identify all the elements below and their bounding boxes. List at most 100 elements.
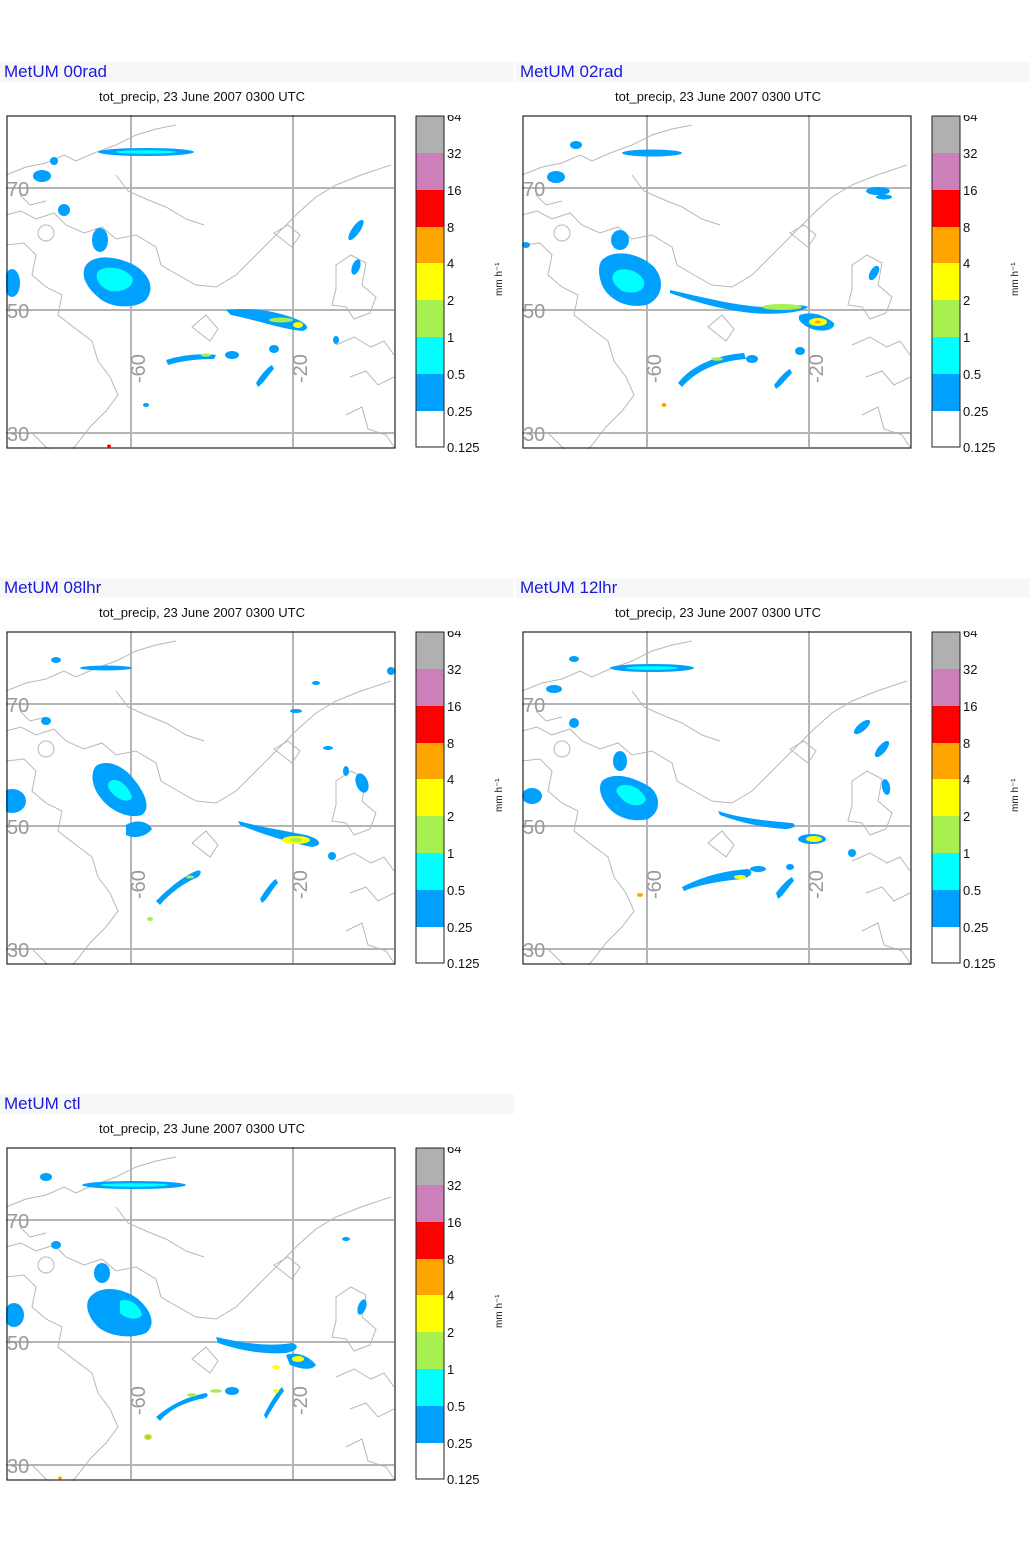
- precip-map: 70 50 30 -60 -20: [6, 631, 396, 965]
- precip-field: [6, 1173, 367, 1480]
- lat-label-50: 50: [7, 1333, 29, 1355]
- colorbar-tick-8: 8: [447, 1252, 454, 1267]
- colorbar-tick-16: 16: [447, 1215, 461, 1230]
- colorbar-tick-64: 64: [447, 1147, 461, 1156]
- colorbar-tick-16: 16: [447, 183, 461, 198]
- colorbar-tick-32: 32: [963, 146, 977, 161]
- precip-map: 70 50 30 -60 -20: [6, 1147, 396, 1481]
- panel-subtitle: tot_precip, 23 June 2007 0300 UTC: [99, 89, 305, 104]
- colorbar: 64 32 16 8 4 2 1 0.5 0.25 0.125: [415, 1147, 480, 1487]
- colorbar-tick-2: 2: [963, 293, 970, 308]
- colorbar-tick-2: 2: [447, 1325, 454, 1340]
- panel-header: [0, 1094, 514, 1114]
- colorbar-tick-64: 64: [963, 631, 977, 640]
- lat-label-50: 50: [7, 817, 29, 839]
- precip-map: 70 50 30 -60 -20: [522, 631, 912, 965]
- colorbar-tick-16: 16: [963, 183, 977, 198]
- colorbar-tick-16: 16: [447, 699, 461, 714]
- lon-label-60: -60: [128, 870, 150, 899]
- colorbar-tick-4: 4: [963, 772, 970, 787]
- colorbar-tick-0.5: 0.5: [447, 883, 465, 898]
- panel-subtitle: tot_precip, 23 June 2007 0300 UTC: [615, 89, 821, 104]
- colorbar-unit: mm h⁻¹: [494, 778, 505, 812]
- colorbar: 64 32 16 8 4 2 1 0.5 0.25 0.125: [931, 115, 996, 455]
- lon-label-60: -60: [128, 1386, 150, 1415]
- colorbar-unit-label: mm h⁻¹: [494, 778, 505, 812]
- lat-label-30: 30: [7, 1456, 29, 1478]
- colorbar-tick-4: 4: [963, 256, 970, 271]
- colorbar-tick-0.125: 0.125: [447, 956, 480, 971]
- colorbar-tick-32: 32: [447, 662, 461, 677]
- lon-label-60: -60: [644, 870, 666, 899]
- colorbar-tick-0.5: 0.5: [963, 367, 981, 382]
- colorbar-tick-0.125: 0.125: [447, 1472, 480, 1487]
- panel-header: [0, 62, 514, 82]
- lat-label-70: 70: [7, 1211, 29, 1233]
- colorbar-tick-0.25: 0.25: [963, 920, 988, 935]
- panel-title: MetUM ctl: [4, 1094, 81, 1113]
- colorbar-unit-label: mm h⁻¹: [494, 1294, 505, 1328]
- colorbar-unit: mm h⁻¹: [494, 1294, 505, 1328]
- lat-label-30: 30: [7, 940, 29, 962]
- colorbar-tick-8: 8: [447, 220, 454, 235]
- lat-label-70: 70: [523, 695, 545, 717]
- colorbar-tick-1: 1: [963, 330, 970, 345]
- panel-subtitle: tot_precip, 23 June 2007 0300 UTC: [99, 605, 305, 620]
- colorbar-tick-2: 2: [963, 809, 970, 824]
- panel-title: MetUM 12lhr: [520, 578, 618, 597]
- panel-title: MetUM 08lhr: [4, 578, 102, 597]
- colorbar-tick-2: 2: [447, 293, 454, 308]
- colorbar-tick-4: 4: [447, 772, 454, 787]
- colorbar-tick-16: 16: [963, 699, 977, 714]
- colorbar-tick-0.25: 0.25: [447, 404, 472, 419]
- colorbar-unit-label: mm h⁻¹: [494, 262, 505, 296]
- colorbar-unit: mm h⁻¹: [1010, 262, 1021, 296]
- colorbar-tick-0.25: 0.25: [447, 1436, 472, 1451]
- colorbar-tick-0.5: 0.5: [447, 367, 465, 382]
- colorbar-tick-0.25: 0.25: [963, 404, 988, 419]
- colorbar-tick-0.5: 0.5: [963, 883, 981, 898]
- colorbar-tick-32: 32: [447, 1178, 461, 1193]
- panel-header: [0, 578, 514, 598]
- colorbar-unit-label: mm h⁻¹: [1010, 262, 1021, 296]
- panel-subtitle: tot_precip, 23 June 2007 0300 UTC: [615, 605, 821, 620]
- lon-label-60: -60: [644, 354, 666, 383]
- panel-header: [516, 578, 1030, 598]
- panel-title: MetUM 00rad: [4, 62, 107, 81]
- colorbar-tick-0.5: 0.5: [447, 1399, 465, 1414]
- lon-label-20: -20: [806, 870, 828, 899]
- colorbar-tick-64: 64: [447, 631, 461, 640]
- lat-label-50: 50: [523, 301, 545, 323]
- colorbar-unit-label: mm h⁻¹: [1010, 778, 1021, 812]
- lat-label-50: 50: [7, 301, 29, 323]
- colorbar-tick-64: 64: [447, 115, 461, 124]
- lon-label-60: -60: [128, 354, 150, 383]
- colorbar-tick-0.125: 0.125: [963, 440, 996, 455]
- panel-header: [516, 62, 1030, 82]
- lat-label-70: 70: [523, 179, 545, 201]
- forecast-panel-ctl: MetUM ctl tot_precip, 23 June 2007 0300 …: [0, 1094, 514, 1554]
- precip-field: [522, 656, 891, 899]
- colorbar: 64 32 16 8 4 2 1 0.5 0.25 0.125: [415, 115, 480, 455]
- colorbar-unit: mm h⁻¹: [1010, 778, 1021, 812]
- colorbar-tick-8: 8: [963, 736, 970, 751]
- colorbar-tick-0.125: 0.125: [963, 956, 996, 971]
- precip-field: [6, 148, 364, 448]
- colorbar-tick-4: 4: [447, 256, 454, 271]
- colorbar-tick-64: 64: [963, 115, 977, 124]
- lon-label-20: -20: [290, 354, 312, 383]
- colorbar-tick-1: 1: [963, 846, 970, 861]
- colorbar: 64 32 16 8 4 2 1 0.5 0.25 0.125: [415, 631, 480, 971]
- forecast-panel-12lhr: MetUM 12lhr tot_precip, 23 June 2007 030…: [516, 578, 1030, 1038]
- colorbar-tick-8: 8: [447, 736, 454, 751]
- forecast-panel-02rad: MetUM 02rad tot_precip, 23 June 2007 030…: [516, 62, 1030, 522]
- colorbar-tick-8: 8: [963, 220, 970, 235]
- colorbar-tick-1: 1: [447, 330, 454, 345]
- lat-label-50: 50: [523, 817, 545, 839]
- colorbar: 64 32 16 8 4 2 1 0.5 0.25 0.125: [931, 631, 996, 971]
- colorbar-tick-32: 32: [447, 146, 461, 161]
- lat-label-30: 30: [523, 424, 545, 446]
- precip-field: [6, 657, 395, 921]
- panel-subtitle: tot_precip, 23 June 2007 0300 UTC: [99, 1121, 305, 1136]
- colorbar-tick-1: 1: [447, 1362, 454, 1377]
